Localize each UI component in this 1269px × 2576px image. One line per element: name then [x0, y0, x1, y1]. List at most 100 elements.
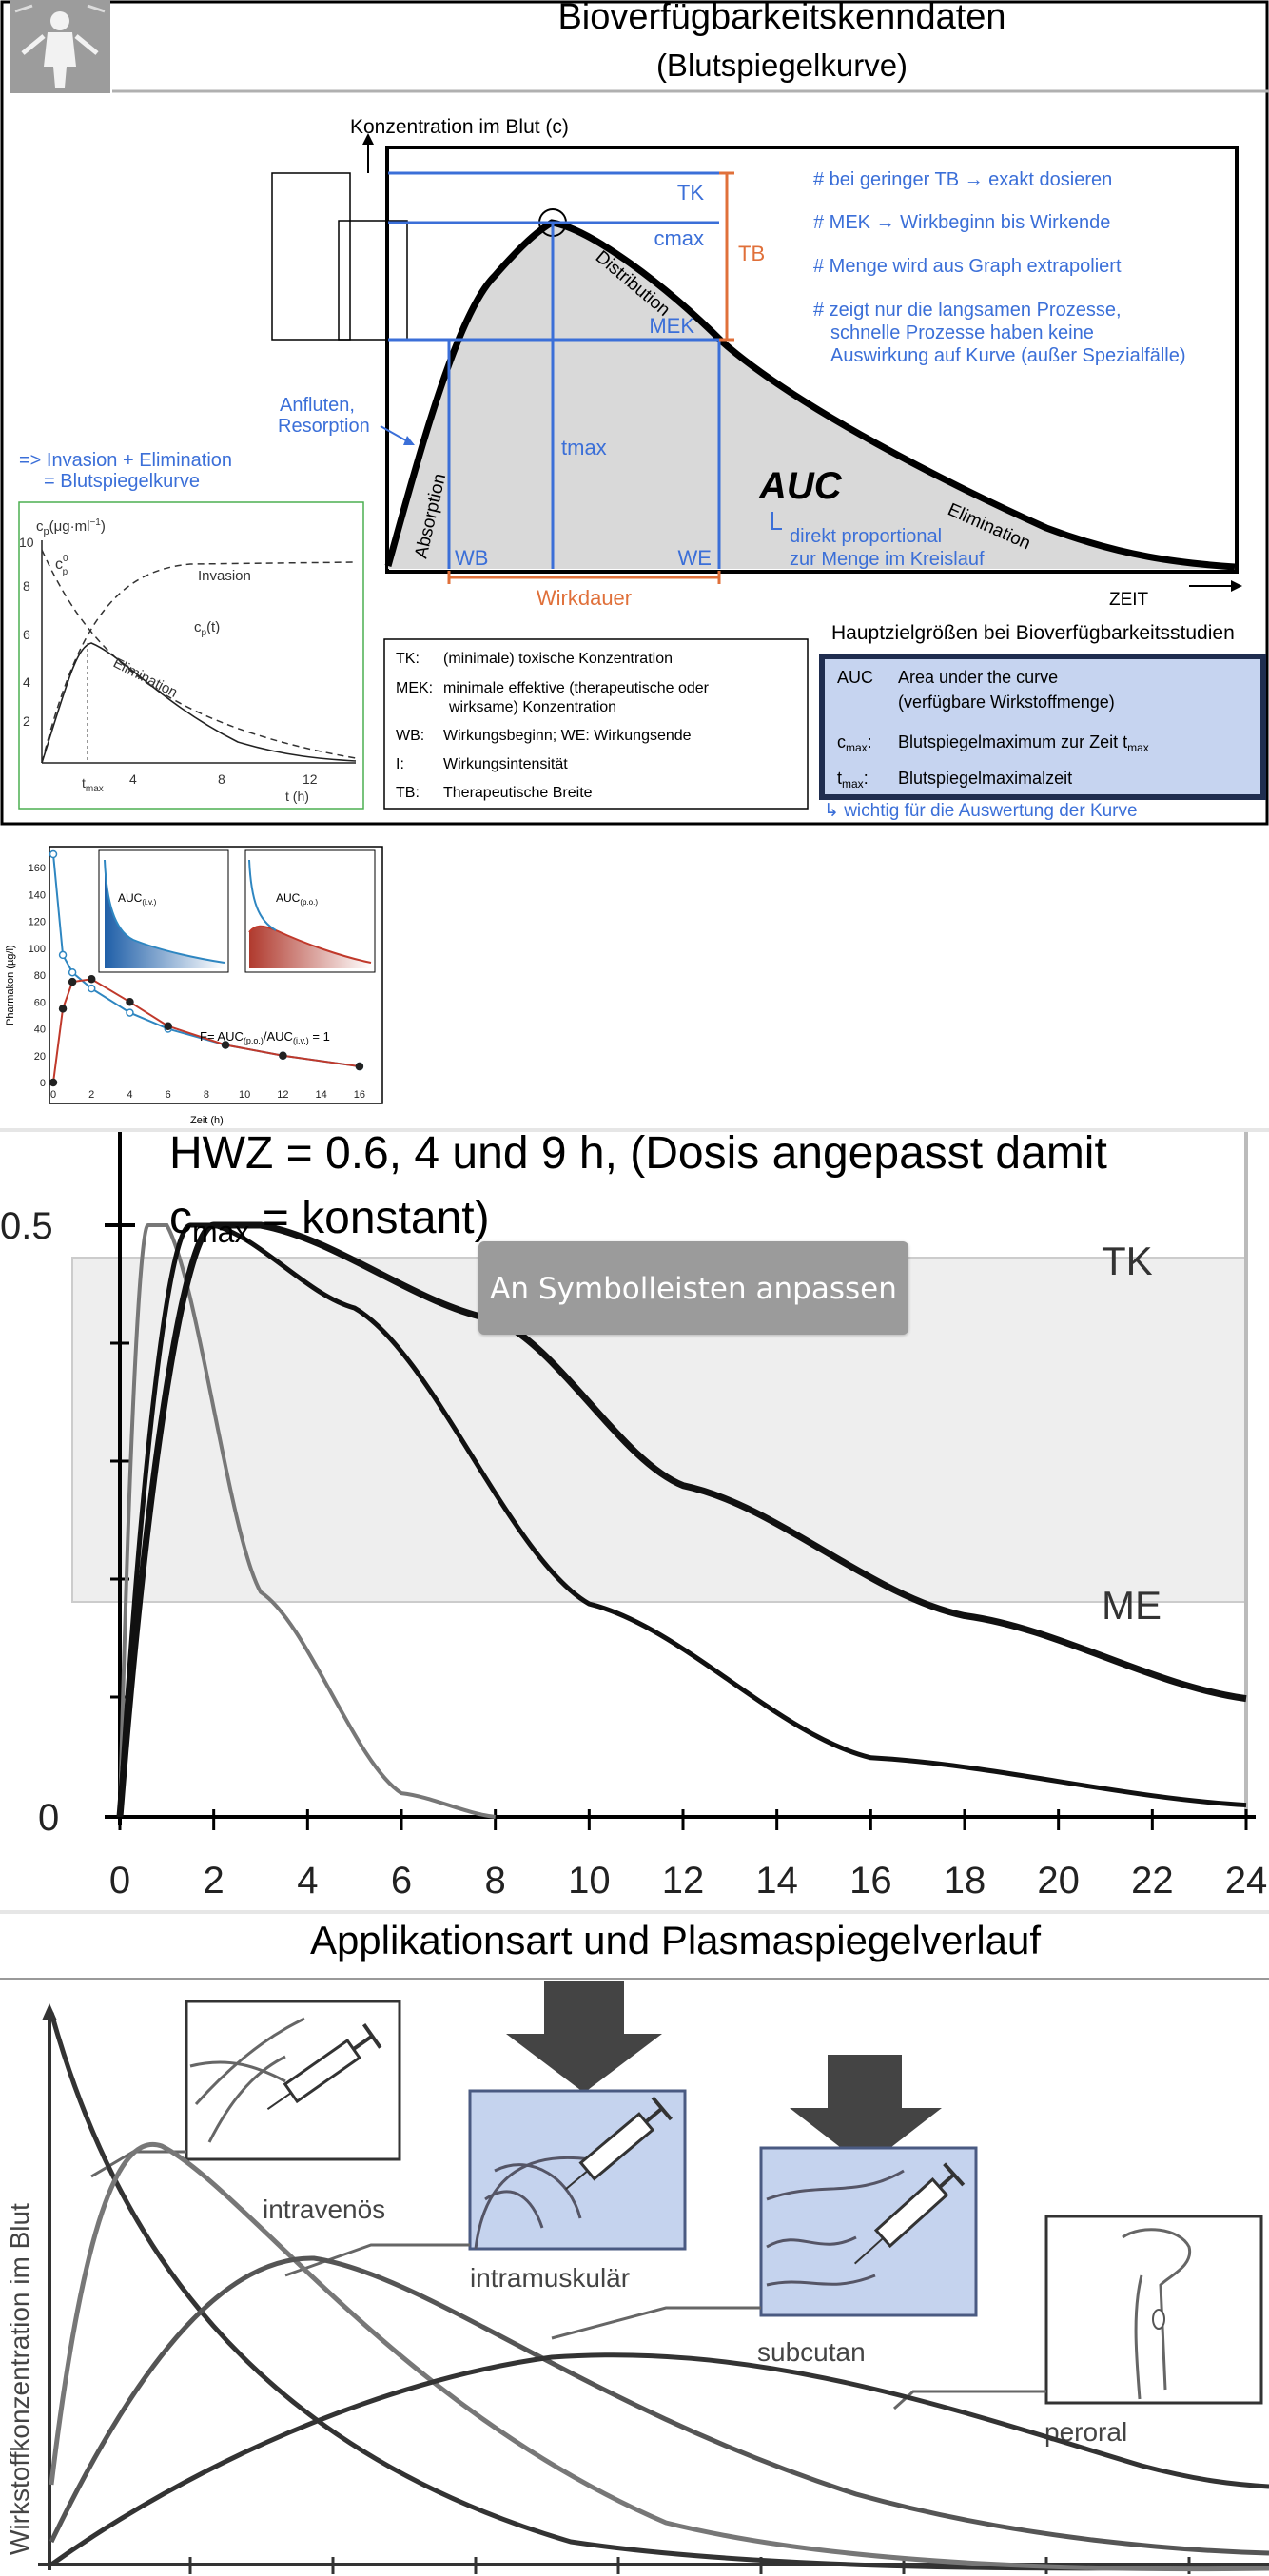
- wirkdauer-label: Wirkdauer: [537, 586, 632, 610]
- pk-data-point: [221, 1041, 230, 1049]
- legend-text: minimale effektive (therapeutische oder: [443, 680, 710, 696]
- inset-auc-po: AUC(p.o.): [244, 849, 376, 973]
- inset-y-tick: 4: [23, 674, 30, 690]
- ziel-heading: Hauptzielgrößen bei Bioverfügbarkeitsstu…: [831, 622, 1235, 644]
- logo-icon: [10, 0, 110, 93]
- x-tick: 2: [204, 1860, 225, 1902]
- legend-abbr: MEK:: [396, 680, 433, 696]
- small-box: [338, 220, 408, 341]
- ziel-auc-text1: Area under the curve: [898, 668, 1058, 687]
- note-1: # bei geringer TB → exakt dosieren: [813, 169, 1112, 190]
- x-tick: 22: [1131, 1860, 1174, 1902]
- mek-label: MEK: [649, 314, 694, 338]
- y-axis-label: Konzentration im Blut (c): [350, 116, 569, 138]
- slide-separator: [0, 1910, 1269, 1914]
- legend-text: Wirkungsintensität: [443, 756, 568, 772]
- inset-y-tick: 8: [23, 578, 30, 594]
- ziel-footer: ↳ wichtig für die Auswertung der Kurve: [824, 801, 1138, 821]
- p2-y-tick: 80: [34, 970, 46, 982]
- hwz-chart: TK ME 0.5 0 0 2 4 6 8 10 12 14 16 18 20 22 24 HWZ = …: [0, 1132, 1269, 1910]
- p2-x-tick: 4: [127, 1089, 132, 1101]
- x-tick: 0: [109, 1860, 130, 1902]
- p2-x-tick: 6: [166, 1089, 171, 1101]
- y-tick-0: 0: [38, 1797, 59, 1839]
- tk-label: TK: [677, 181, 704, 205]
- hwz-series-line: [117, 1222, 1247, 1818]
- resorption-label: Resorption: [278, 416, 370, 437]
- inset-frame: [18, 501, 364, 810]
- legend-abbr: WB:: [396, 728, 424, 744]
- inset-y-tick: 10: [19, 535, 34, 550]
- pk-data-point: [279, 1051, 287, 1061]
- x-tick: 8: [485, 1860, 506, 1902]
- auc-area: [388, 223, 1235, 569]
- arrow-down-icon: [506, 1981, 662, 2093]
- legend-abbr: TB:: [396, 785, 420, 801]
- hwz-title-line1: HWZ = 0.6, 4 und 9 h, (Dosis angepasst d…: [169, 1132, 1107, 1179]
- inset-auc-iv: AUC(i.v.): [98, 849, 229, 973]
- curve-peroral: [49, 2352, 1269, 2567]
- legend-text: Therapeutische Breite: [443, 785, 593, 801]
- curve-subcutan: [49, 2255, 1269, 2556]
- ziel-tmax-abbr: tmax:: [837, 769, 869, 790]
- ziel-cmax-abbr: cmax:: [837, 732, 872, 754]
- x-tick: 6: [391, 1860, 412, 1902]
- notes-block: # bei geringer TB → exakt dosieren # MEK…: [813, 169, 1186, 366]
- p2-x-label: Zeit (h): [190, 1115, 224, 1126]
- inset-y-label: cp(μg·ml−1): [36, 517, 106, 537]
- x-tick: 4: [297, 1860, 318, 1902]
- f-ratio-label: F= AUC(p.o.)/AUC(i.v.) = 1: [200, 1029, 330, 1045]
- note-5: schnelle Prozesse haben keine: [830, 322, 1094, 343]
- p2-y-tick: 120: [29, 917, 46, 928]
- inset-x-tick: 8: [218, 771, 225, 787]
- pk-data-point: [87, 984, 96, 993]
- p2-y-tick: 100: [29, 944, 46, 955]
- route-intravenoes: intravenös: [263, 2195, 385, 2224]
- pk-data-point: [58, 950, 68, 960]
- p2-y-tick: 40: [34, 1025, 46, 1036]
- legend: TK: (minimale) toxische Konzentration ME…: [396, 651, 710, 801]
- p2-x-tick: 0: [50, 1089, 56, 1101]
- inset-cp-label: cp(t): [194, 619, 220, 638]
- mouth-peroral-icon: [1044, 2215, 1263, 2405]
- me-band-label: ME: [1102, 1583, 1162, 1628]
- auc-note-line2: zur Menge im Kreislauf: [790, 549, 985, 570]
- x-tick: 16: [849, 1860, 892, 1902]
- x-tick: 24: [1225, 1860, 1268, 1902]
- p2-y-tick: 0: [40, 1078, 46, 1089]
- pk-data-point: [126, 1008, 134, 1017]
- ziel-auc-abbr: AUC: [837, 668, 873, 687]
- p2-x-tick: 2: [88, 1089, 94, 1101]
- toolbar-customize-button[interactable]: An Symbolleisten anpassen: [478, 1241, 908, 1335]
- auc-label: AUC: [758, 465, 843, 507]
- legend-text: (minimale) toxische Konzentration: [443, 651, 673, 667]
- note-2: # MEK → Wirkbeginn bis Wirkende: [813, 212, 1110, 233]
- p2-x-tick: 8: [204, 1089, 209, 1101]
- slide-separator: [0, 1128, 1269, 1132]
- curve-intramuskulaer: [49, 2141, 1269, 2572]
- applikationsart-slide: Applikationsart und Plasmaspiegelverlauf…: [0, 1914, 1269, 2576]
- p2-y-label: Pharmakon (µg/l): [5, 945, 16, 1025]
- x-tick: 18: [944, 1860, 986, 1902]
- ziel-cmax-text: Blutspiegelmaximum zur Zeit tmax: [898, 732, 1149, 754]
- applikation-title: Applikationsart und Plasmaspiegelverlauf: [310, 1918, 1041, 1962]
- p2-y-tick: 20: [34, 1051, 46, 1063]
- x-axis-label: ZEIT: [1109, 590, 1149, 610]
- cmax-label: cmax: [654, 226, 704, 250]
- auc-note-line1: direkt proportional: [790, 526, 942, 547]
- pk-data-point: [49, 1078, 58, 1087]
- p2-y-tick: 160: [29, 863, 46, 874]
- syringe-im-icon: [468, 2089, 687, 2251]
- ziel-content: AUC Area under the curve (verfügbare Wir…: [837, 668, 1149, 790]
- y-tick-05: 0.5: [0, 1205, 53, 1247]
- x-tick: 12: [662, 1860, 705, 1902]
- x-tick: 14: [755, 1860, 798, 1902]
- ziel-auc-text2: (verfügbare Wirkstoffmenge): [898, 693, 1115, 712]
- syringe-iv-icon: [185, 2000, 401, 2161]
- hwz-title-line2: cmax = konstant): [169, 1193, 490, 1249]
- arrow-down-icon: [790, 2055, 942, 2167]
- inset-invasion-label: Invasion: [198, 568, 251, 584]
- route-subcutan: subcutan: [757, 2337, 866, 2367]
- note-4: # zeigt nur die langsamen Prozesse,: [813, 300, 1122, 321]
- syringe-sc-icon: [759, 2146, 978, 2317]
